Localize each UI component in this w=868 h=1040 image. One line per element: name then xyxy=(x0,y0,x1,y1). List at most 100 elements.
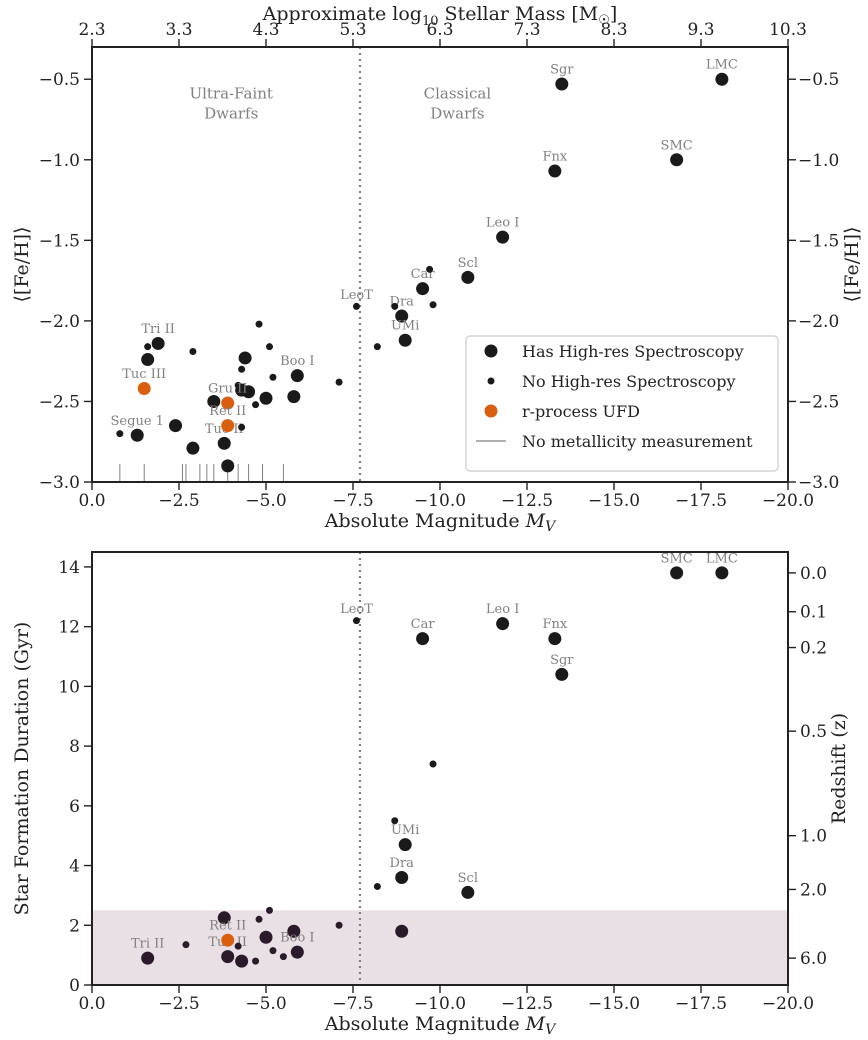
point-label: Ret II xyxy=(209,404,246,419)
top-tick-label: 2.3 xyxy=(78,20,105,40)
data-point xyxy=(238,423,246,431)
data-point xyxy=(335,921,343,929)
data-point xyxy=(416,632,430,646)
y-axis-label-right: Redshift (z) xyxy=(828,713,850,824)
data-point xyxy=(391,302,399,310)
data-point xyxy=(395,309,409,323)
x-tick-label: 0.0 xyxy=(78,491,105,511)
point-label: Dra xyxy=(390,856,415,871)
top-tick-label: 3.3 xyxy=(165,20,192,40)
top-tick-label: 9.3 xyxy=(687,20,714,40)
point-label: LMC xyxy=(706,551,738,566)
redshift-tick-label: 0.2 xyxy=(800,639,827,659)
x-tick-label: −17.5 xyxy=(675,491,727,511)
legend-label: Has High-res Spectroscopy xyxy=(522,342,744,361)
point-label: Fnx xyxy=(542,617,567,632)
x-tick-label: −15.0 xyxy=(588,994,640,1014)
y-tick-label: −1.5 xyxy=(39,231,80,251)
legend-label: No High-res Spectroscopy xyxy=(522,372,736,391)
point-label: Sgr xyxy=(550,653,574,668)
data-point xyxy=(398,838,412,852)
redshift-tick-label: 0.1 xyxy=(800,603,827,623)
y-axis-label: Star Formation Duration (Gyr) xyxy=(11,622,33,916)
point-label: Gru II xyxy=(208,382,247,397)
data-point xyxy=(391,817,399,825)
point-label: LeoT xyxy=(340,288,373,303)
redshift-tick-label: 0.5 xyxy=(800,722,827,742)
data-point xyxy=(207,394,221,408)
y-tick-label: 8 xyxy=(69,737,80,757)
point-label: Segue 1 xyxy=(111,414,164,429)
data-point xyxy=(496,617,510,631)
data-point xyxy=(189,348,197,355)
data-point xyxy=(715,566,729,580)
data-point xyxy=(221,419,235,433)
x-tick-label: −2.5 xyxy=(158,491,199,511)
data-point xyxy=(255,320,263,328)
x-tick-label: 0.0 xyxy=(78,994,105,1014)
redshift-tick-label: 6.0 xyxy=(800,949,827,969)
data-point xyxy=(429,301,437,309)
point-label: Ret II xyxy=(209,919,246,934)
legend-marker-rprocess xyxy=(484,404,498,418)
point-label: Scl xyxy=(458,256,478,271)
data-point xyxy=(398,333,412,347)
region-label: Classical xyxy=(424,85,492,103)
top-axis-label: Approximate log10 Stellar Mass [M☉] xyxy=(262,3,618,29)
x-tick-label: −20.0 xyxy=(762,994,814,1014)
data-point xyxy=(217,911,231,925)
data-point xyxy=(290,369,304,383)
y-tick-label: 0 xyxy=(69,976,80,996)
y-tick-label: −3.0 xyxy=(39,473,80,493)
data-point xyxy=(290,945,304,959)
data-point xyxy=(352,302,360,310)
data-point xyxy=(116,430,124,438)
data-point xyxy=(429,760,437,768)
legend-label: No metallicity measurement xyxy=(522,432,753,451)
x-tick-label: −12.5 xyxy=(501,994,553,1014)
data-point xyxy=(137,382,151,396)
data-point xyxy=(235,954,249,968)
x-tick-label: −10.0 xyxy=(414,491,466,511)
point-label: SMC xyxy=(661,138,693,153)
y-tick-label-right: −3.0 xyxy=(798,473,839,493)
region-label: Dwarfs xyxy=(204,105,258,123)
x-tick-label: −10.0 xyxy=(414,994,466,1014)
data-point xyxy=(416,282,430,296)
y-tick-label-right: −2.0 xyxy=(798,312,839,332)
data-point xyxy=(287,924,301,938)
data-point xyxy=(255,915,263,923)
data-point xyxy=(395,870,409,884)
legend-marker-big xyxy=(484,344,498,358)
data-point xyxy=(555,77,569,91)
point-label: LeoT xyxy=(340,602,373,617)
data-point xyxy=(221,459,235,473)
data-point xyxy=(221,933,235,947)
top-tick-label: 4.3 xyxy=(252,20,279,40)
data-point xyxy=(269,947,277,955)
data-point xyxy=(130,428,144,442)
data-point xyxy=(395,924,409,938)
legend-label: r-process UFD xyxy=(522,402,640,421)
y-tick-label: 14 xyxy=(58,558,80,578)
chart-1: Ultra-Faint Dwarfs Classical Dwarfs LMC Sgr SM… xyxy=(39,3,840,511)
data-point xyxy=(141,951,155,965)
data-point xyxy=(234,381,242,389)
point-label: Tuc III xyxy=(122,367,166,382)
data-point xyxy=(461,885,475,899)
data-point xyxy=(265,906,273,914)
y-axis-label: ⟨[Fe/H]⟩ xyxy=(11,226,33,302)
x-tick-label: −7.5 xyxy=(332,994,373,1014)
x-tick-label: −7.5 xyxy=(332,491,373,511)
top-tick-label: 8.3 xyxy=(600,20,627,40)
y-tick-label-right: −1.0 xyxy=(798,151,839,171)
x-tick-label: −2.5 xyxy=(158,994,199,1014)
data-point xyxy=(151,336,165,350)
region-label: Ultra-Faint xyxy=(189,85,272,103)
point-label: Leo I xyxy=(486,602,519,617)
data-point xyxy=(265,343,273,351)
y-tick-label: 2 xyxy=(69,916,80,936)
data-point xyxy=(373,343,381,351)
data-point xyxy=(287,390,301,404)
